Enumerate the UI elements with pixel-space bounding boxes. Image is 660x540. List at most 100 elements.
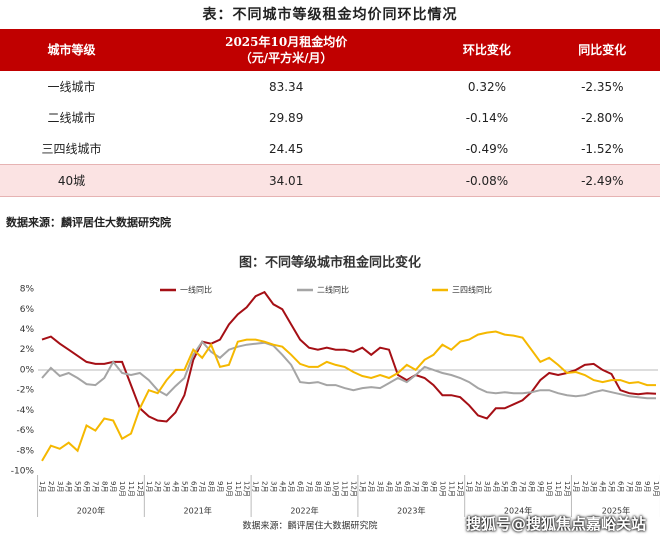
x-tick-label: 4月 bbox=[171, 481, 179, 492]
series-line bbox=[41, 290, 657, 423]
table: 城市等级 2025年10月租金均价 （元/平方米/月） 环比变化 同比变化 一线城… bbox=[0, 29, 660, 197]
x-tick-label: 11月 bbox=[234, 481, 242, 497]
x-tick-label: 3月 bbox=[269, 481, 277, 492]
y-tick-label: -10% bbox=[11, 467, 35, 477]
x-tick-label: 10月 bbox=[118, 481, 126, 497]
x-tick-label: 8月 bbox=[634, 481, 642, 492]
x-tick-label: 4月 bbox=[385, 481, 393, 492]
x-tick-label: 1月 bbox=[572, 481, 580, 492]
x-tick-label: 7月 bbox=[412, 481, 420, 492]
table-cell: 34.01 bbox=[143, 164, 430, 197]
chart-title: 图：不同等级城市租金同比变化 bbox=[239, 255, 421, 271]
table-cell: -2.49% bbox=[544, 164, 660, 197]
x-tick-label: 8月 bbox=[100, 481, 108, 492]
table-body: 一线城市 83.34 0.32% -2.35% 二线城市 29.89 -0.14% -2.80… bbox=[0, 71, 660, 197]
x-tick-label: 3月 bbox=[590, 481, 598, 492]
x-tick-label: 12月 bbox=[456, 481, 464, 497]
x-tick-label: 12月 bbox=[243, 481, 251, 497]
x-tick-label: 3月 bbox=[483, 481, 491, 492]
legend-label: 二线同比 bbox=[317, 285, 349, 295]
x-tick-label: 9月 bbox=[536, 481, 544, 492]
x-tick-label: 12月 bbox=[136, 481, 144, 497]
table-row: 二线城市 29.89 -0.14% -2.80% bbox=[0, 102, 660, 133]
x-tick-label: 5月 bbox=[608, 481, 616, 492]
x-tick-label: 8月 bbox=[314, 481, 322, 492]
table-source: 数据来源：麟评居住大数据研究院 bbox=[6, 216, 171, 229]
x-tick-label: 10月 bbox=[332, 481, 340, 497]
x-tick-label: 2月 bbox=[474, 481, 482, 492]
x-tick-label: 2月 bbox=[47, 481, 55, 492]
x-group-label: 2023年 bbox=[397, 506, 425, 516]
x-tick-label: 9月 bbox=[643, 481, 651, 492]
x-tick-label: 1月 bbox=[145, 481, 153, 492]
x-tick-label: 9月 bbox=[430, 481, 438, 492]
header-unit: （元/平方米/月） bbox=[239, 51, 333, 65]
x-tick-label: 5月 bbox=[74, 481, 82, 492]
x-tick-label: 9月 bbox=[109, 481, 117, 492]
table-row: 三四线城市 24.45 -0.49% -1.52% bbox=[0, 133, 660, 165]
x-tick-label: 7月 bbox=[91, 481, 99, 492]
x-tick-label: 10月 bbox=[545, 481, 553, 497]
x-tick-label: 12月 bbox=[349, 481, 357, 497]
x-tick-label: 6月 bbox=[403, 481, 411, 492]
x-tick-label: 3月 bbox=[163, 481, 171, 492]
x-tick-label: 10月 bbox=[438, 481, 446, 497]
y-tick-label: 0% bbox=[20, 365, 35, 375]
header-cell: 2025年10月租金均价 （元/平方米/月） bbox=[143, 29, 430, 71]
x-tick-label: 1月 bbox=[252, 481, 260, 492]
x-tick-label: 8月 bbox=[527, 481, 535, 492]
x-tick-label: 2月 bbox=[581, 481, 589, 492]
x-tick-label: 5月 bbox=[394, 481, 402, 492]
chart: 图：不同等级城市租金同比变化 -10% -8% -6% -4% -2% 0% 2% 4% 6% 8%… bbox=[11, 255, 660, 532]
y-tick-label: 6% bbox=[20, 305, 35, 315]
table-cell: 一线城市 bbox=[47, 80, 96, 94]
x-group-label: 2022年 bbox=[290, 506, 318, 516]
header-text: 2025年10月租金均价 bbox=[225, 35, 348, 49]
x-tick-label: 5月 bbox=[180, 481, 188, 492]
x-tick-label: 6月 bbox=[296, 481, 304, 492]
series-line bbox=[41, 340, 656, 400]
x-tick-label: 6月 bbox=[189, 481, 197, 492]
x-tick-label: 11月 bbox=[341, 481, 349, 497]
x-tick-label: 11月 bbox=[127, 481, 135, 497]
x-tick-label: 10月 bbox=[652, 481, 660, 497]
x-tick-label: 2月 bbox=[260, 481, 268, 492]
table-cell: 0.32% bbox=[467, 79, 506, 94]
x-tick-label: 3月 bbox=[56, 481, 64, 492]
x-group-label: 2024年 bbox=[504, 506, 532, 516]
x-tick-label: 4月 bbox=[492, 481, 500, 492]
x-tick-label: 5月 bbox=[287, 481, 295, 492]
table-cell: -0.08% bbox=[429, 164, 545, 197]
legend-label: 一线同比 bbox=[180, 285, 212, 295]
x-tick-label: 8月 bbox=[421, 481, 429, 492]
x-tick-label: 2月 bbox=[154, 481, 162, 492]
header-row: 城市等级 2025年10月租金均价 （元/平方米/月） 环比变化 同比变化 bbox=[0, 29, 660, 71]
x-tick-label: 9月 bbox=[216, 481, 224, 492]
table-title: 表：不同城市等级租金均价同环比情况 bbox=[202, 7, 458, 23]
y-tick-label: -2% bbox=[16, 386, 34, 396]
y-tick-label: 4% bbox=[20, 325, 35, 335]
header-cell: 同比变化 bbox=[544, 29, 660, 71]
x-tick-label: 7月 bbox=[305, 481, 313, 492]
table-cell: 三四线城市 bbox=[41, 142, 102, 156]
x-tick-label: 4月 bbox=[65, 481, 73, 492]
table-cell: 24.45 bbox=[268, 141, 304, 156]
series-line bbox=[41, 330, 656, 462]
x-tick-label: 7月 bbox=[625, 481, 633, 492]
table-cell: 40城 bbox=[0, 164, 144, 197]
x-group-label: 2020年 bbox=[77, 506, 105, 516]
x-tick-label: 6月 bbox=[82, 481, 90, 492]
table-cell: -1.52% bbox=[581, 141, 624, 156]
y-tick-label: -8% bbox=[16, 446, 34, 456]
header-cell: 环比变化 bbox=[429, 29, 545, 71]
x-tick-label: 7月 bbox=[198, 481, 206, 492]
x-tick-label: 10月 bbox=[225, 481, 233, 497]
x-tick-label: 11月 bbox=[447, 481, 455, 497]
table-cell: 二线城市 bbox=[47, 111, 96, 125]
table-row: 一线城市 83.34 0.32% -2.35% bbox=[0, 71, 660, 102]
x-tick-label: 11月 bbox=[554, 481, 562, 497]
x-tick-label: 12月 bbox=[563, 481, 571, 497]
table-cell: 29.89 bbox=[268, 110, 304, 125]
x-tick-label: 3月 bbox=[376, 481, 384, 492]
chart-source: 数据来源：麟评居住大数据研究院 bbox=[242, 520, 377, 532]
